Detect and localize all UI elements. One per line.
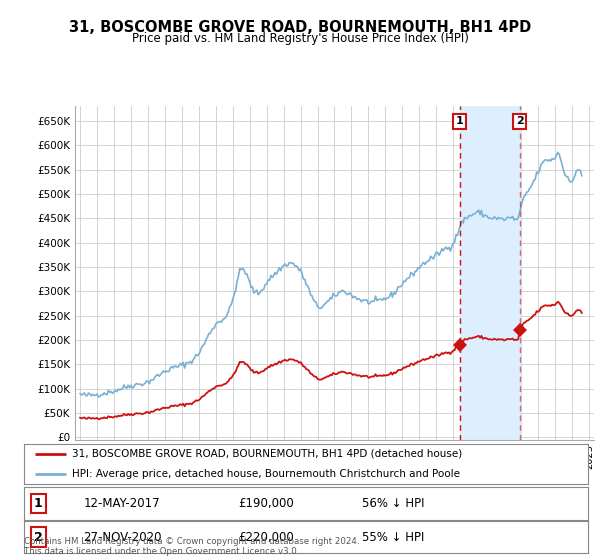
Text: 27-NOV-2020: 27-NOV-2020 xyxy=(83,530,162,544)
Text: 1: 1 xyxy=(455,116,463,127)
Text: 31, BOSCOMBE GROVE ROAD, BOURNEMOUTH, BH1 4PD: 31, BOSCOMBE GROVE ROAD, BOURNEMOUTH, BH… xyxy=(69,20,531,35)
Text: £190,000: £190,000 xyxy=(238,497,294,510)
Text: 2: 2 xyxy=(34,530,43,544)
Text: Contains HM Land Registry data © Crown copyright and database right 2024.
This d: Contains HM Land Registry data © Crown c… xyxy=(24,536,359,556)
Text: HPI: Average price, detached house, Bournemouth Christchurch and Poole: HPI: Average price, detached house, Bour… xyxy=(72,469,460,479)
Text: 56% ↓ HPI: 56% ↓ HPI xyxy=(362,497,425,510)
Text: 31, BOSCOMBE GROVE ROAD, BOURNEMOUTH, BH1 4PD (detached house): 31, BOSCOMBE GROVE ROAD, BOURNEMOUTH, BH… xyxy=(72,449,462,459)
Text: 2: 2 xyxy=(516,116,524,127)
Text: 1: 1 xyxy=(34,497,43,510)
Text: Price paid vs. HM Land Registry's House Price Index (HPI): Price paid vs. HM Land Registry's House … xyxy=(131,32,469,45)
Text: 55% ↓ HPI: 55% ↓ HPI xyxy=(362,530,425,544)
Text: 12-MAY-2017: 12-MAY-2017 xyxy=(83,497,160,510)
Bar xyxy=(460,106,520,440)
Text: £220,000: £220,000 xyxy=(238,530,294,544)
